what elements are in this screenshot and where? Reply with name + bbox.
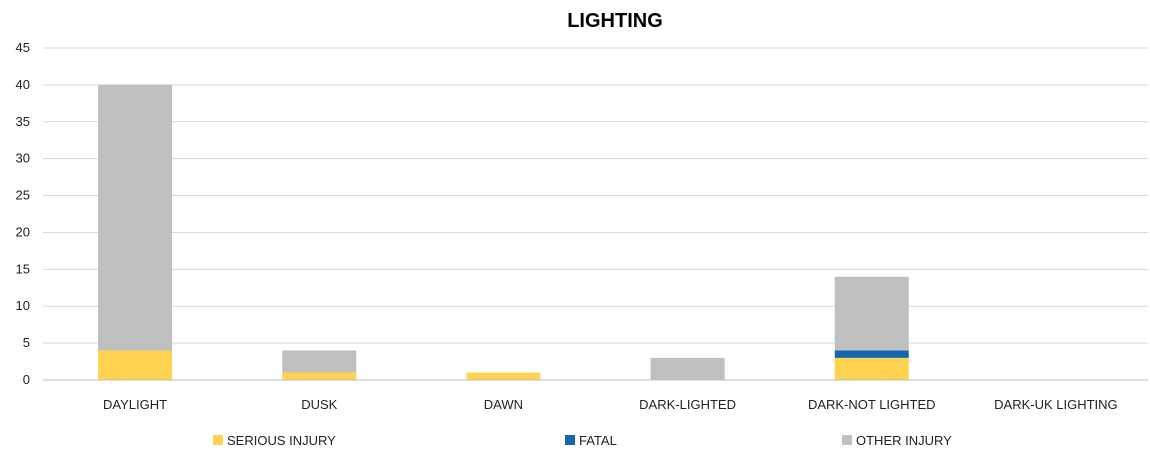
bar-segment-other-injury (98, 84, 173, 351)
y-tick-label: 35 (16, 114, 30, 129)
x-axis-labels: DAYLIGHT DUSK DAWN DARK-LIGHTED DARK-NOT LIG… (103, 397, 1118, 412)
legend-swatch (565, 435, 575, 445)
bar-segment-other-injury (282, 350, 357, 373)
bar-segment-serious-injury (282, 372, 357, 380)
y-tick-label: 0 (23, 372, 30, 387)
y-tick-label: 25 (16, 188, 30, 203)
x-tick-label: DAWN (484, 397, 523, 412)
y-tick-label: 10 (16, 298, 30, 313)
legend-swatch (213, 435, 223, 445)
bar-segment-serious-injury (466, 372, 541, 380)
y-axis-ticks: 0 5 10 15 20 25 30 35 40 45 (16, 40, 30, 387)
y-tick-label: 40 (16, 77, 30, 92)
y-tick-label: 15 (16, 261, 30, 276)
y-tick-label: 30 (16, 151, 30, 166)
x-tick-label: DAYLIGHT (103, 397, 167, 412)
legend-item: FATAL (565, 433, 617, 448)
legend-label: SERIOUS INJURY (227, 433, 336, 448)
y-tick-label: 5 (23, 335, 30, 350)
y-tick-label: 45 (16, 40, 30, 55)
bar-segment-serious-injury (834, 357, 909, 380)
legend-label: OTHER INJURY (856, 433, 952, 448)
x-tick-label: DARK-NOT LIGHTED (808, 397, 936, 412)
chart-title: LIGHTING (567, 10, 663, 32)
legend: SERIOUS INJURY FATAL OTHER INJURY (213, 433, 952, 448)
x-tick-label: DARK-LIGHTED (639, 397, 736, 412)
legend-swatch (842, 435, 852, 445)
y-tick-label: 20 (16, 224, 30, 239)
x-tick-label: DARK-UK LIGHTING (994, 397, 1118, 412)
bar-segment-serious-injury (98, 350, 173, 380)
legend-label: FATAL (579, 433, 617, 448)
legend-item: OTHER INJURY (842, 433, 952, 448)
legend-item: SERIOUS INJURY (213, 433, 336, 448)
bar-segment-other-injury (834, 276, 909, 351)
x-tick-label: DUSK (301, 397, 337, 412)
bar-segment-fatal (834, 350, 909, 358)
gridlines (43, 47, 1148, 344)
bar-segment-other-injury (650, 357, 725, 380)
bars (98, 84, 909, 380)
